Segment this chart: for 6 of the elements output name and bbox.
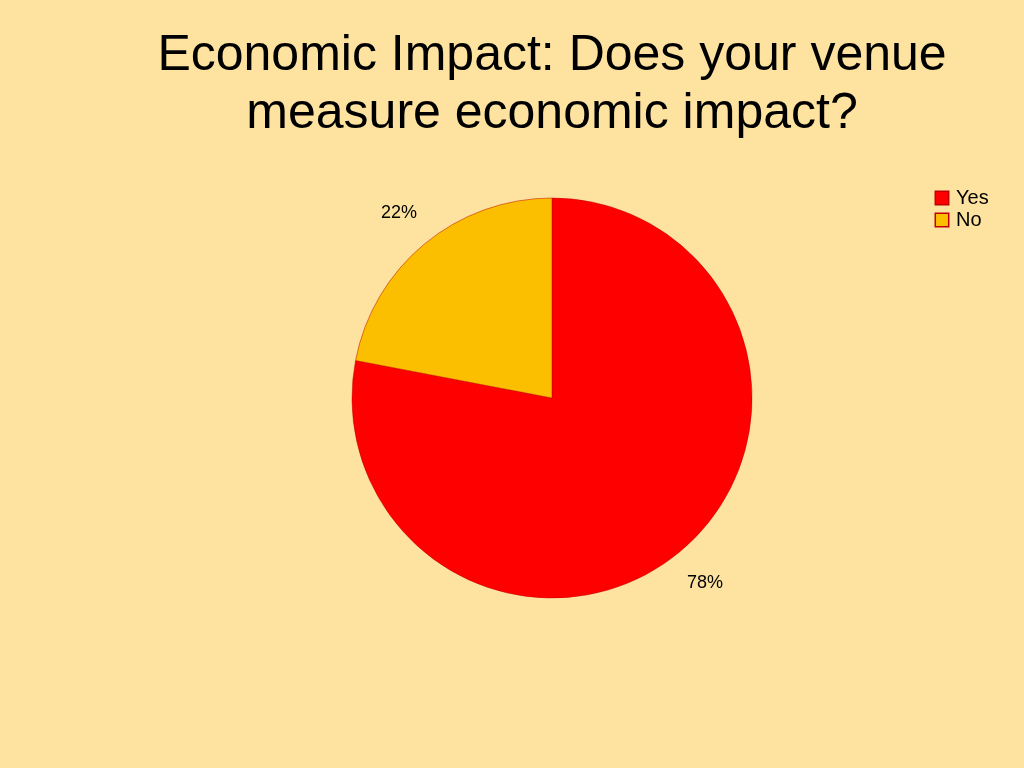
pie-slice — [352, 197, 753, 599]
legend-label: No — [956, 208, 982, 230]
chart-title: Economic Impact: Does your venue measure economic impact? — [157, 25, 947, 139]
legend-label: Yes — [956, 186, 989, 208]
data-label: 22% — [381, 202, 418, 223]
data-label: 78% — [686, 571, 723, 592]
